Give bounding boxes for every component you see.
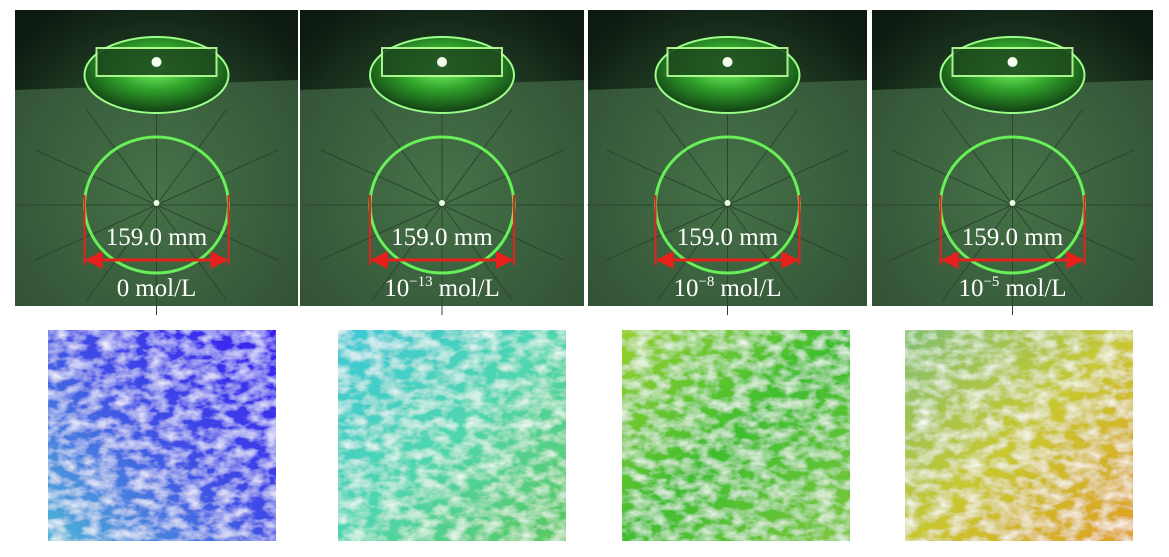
film-micrograph (48, 330, 276, 541)
concentration-unit: mol/L (135, 275, 196, 302)
film-micrograph (338, 330, 566, 541)
photo-panel: 159.0 mm 10−8 mol/L (587, 10, 868, 315)
paper-radial-line (86, 109, 157, 206)
concentration-label: 10−5 mol/L (958, 274, 1066, 302)
concentration-base: 10 (958, 275, 983, 302)
concentration-base: 0 (117, 275, 130, 302)
concentration-label: 0 mol/L (117, 275, 197, 302)
concentration-exponent: −13 (409, 274, 432, 290)
paper-radial-line (1012, 204, 1134, 261)
laser-spot (1007, 57, 1018, 67)
paper-radial-line (891, 204, 1013, 261)
concentration-unit: mol/L (1005, 275, 1066, 302)
paper-radial-line (727, 204, 849, 261)
glass-slide (95, 47, 218, 77)
paper-radial-line (606, 204, 728, 261)
photo-panel: 159.0 mm 10−5 mol/L (872, 10, 1153, 315)
paper-radial-line (35, 149, 157, 206)
paper-radial-line (441, 109, 513, 206)
paper-radial-line (727, 109, 798, 206)
paper-radial-line (35, 204, 157, 261)
center-spot (439, 200, 445, 206)
paper-radial-line (320, 204, 443, 261)
photo-panel: 159.0 mm 0 mol/L (15, 10, 298, 315)
measurement-label: 159.0 mm (391, 224, 493, 251)
paper-radial-line (657, 109, 728, 206)
concentration-unit: mol/L (720, 275, 781, 302)
paper-radial-line (320, 149, 443, 206)
paper-radial-line (156, 109, 227, 206)
paper-radial-line (156, 204, 278, 261)
paper-radial-line (1012, 109, 1083, 206)
concentration-label: 10−13 mol/L (384, 274, 500, 302)
concentration-base: 10 (673, 275, 698, 302)
paper-radial-line (727, 149, 849, 206)
concentration-base: 10 (384, 275, 409, 302)
laser-spot (722, 57, 733, 67)
paper-radial-line (1012, 149, 1134, 206)
paper-radial-line (156, 149, 278, 206)
paper-radial-line (942, 109, 1013, 206)
paper-radial-line (606, 149, 728, 206)
measurement-label: 159.0 mm (677, 224, 779, 251)
concentration-exponent: −5 (983, 274, 999, 290)
paper-radial-line (371, 109, 443, 206)
concentration-label: 10−8 mol/L (673, 274, 781, 302)
center-spot (724, 200, 731, 206)
center-spot (153, 200, 160, 206)
film-micrograph (622, 330, 850, 541)
photo-panel: 159.0 mm 10−13 mol/L (300, 10, 584, 315)
paper-radial-line (441, 204, 564, 261)
paper-radial-line (441, 149, 564, 206)
measurement-label: 159.0 mm (962, 224, 1064, 251)
film-micrograph (905, 330, 1133, 541)
center-spot (1009, 200, 1016, 206)
paper-radial-line (891, 149, 1013, 206)
laser-spot (151, 57, 162, 67)
measurement-label: 159.0 mm (106, 224, 208, 251)
concentration-unit: mol/L (439, 275, 500, 302)
concentration-exponent: −8 (698, 274, 714, 290)
laser-spot (437, 57, 447, 67)
